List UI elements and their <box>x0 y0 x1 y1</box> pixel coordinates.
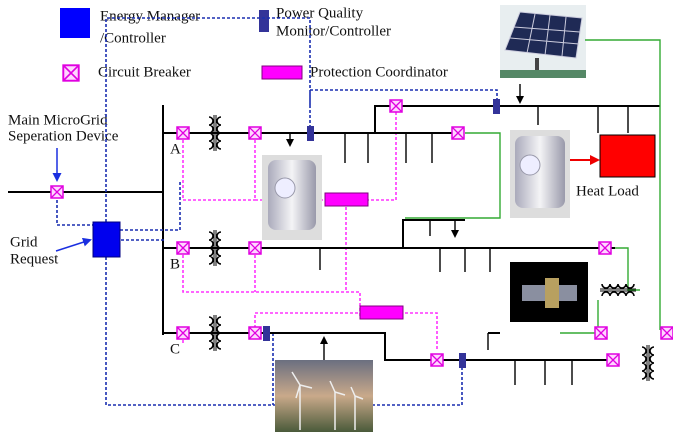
diagram-shape <box>275 178 295 198</box>
microturbine <box>510 130 570 218</box>
breaker-icon <box>63 65 78 80</box>
pointer-arrow <box>56 240 90 251</box>
diagram-shape <box>177 242 189 254</box>
annotation: Main MicroGrid <box>8 112 108 128</box>
diagram-shape <box>263 326 270 341</box>
energy-manager-icon <box>60 8 90 38</box>
microturbine <box>262 155 322 240</box>
microgrid-diagram: Energy Manager /Controller Power Quality… <box>0 0 673 436</box>
diagram-shape <box>520 155 540 175</box>
diagram-shape <box>493 99 500 114</box>
diagram-shape <box>177 127 189 139</box>
diagram-shape <box>307 126 314 141</box>
legend-label: /Controller <box>100 30 166 46</box>
diagram-shape <box>545 278 559 308</box>
heat-load-label: Heat Load <box>576 183 639 199</box>
diagram-shape <box>249 242 261 254</box>
tie-line <box>405 133 500 218</box>
annotation: Seperation Device <box>8 128 119 144</box>
legend-label: Energy Manager <box>100 8 200 24</box>
diagram-shape <box>390 100 402 112</box>
diagram-shape <box>459 353 466 368</box>
legend-label: Power Quality <box>276 5 364 21</box>
solar-panel <box>500 5 586 78</box>
protection-coordinator <box>325 193 368 206</box>
diagram-shape <box>431 354 443 366</box>
feeder-b <box>163 220 615 248</box>
diagram-shape <box>177 327 189 339</box>
energy-storage <box>510 262 588 322</box>
diagram-shape <box>452 127 464 139</box>
annotation: Request <box>10 251 59 267</box>
legend-label: Circuit Breaker <box>98 64 191 80</box>
wind-farm <box>275 360 373 432</box>
feeder-label: A <box>170 141 181 157</box>
feeder-c <box>163 333 615 360</box>
diagram-shape <box>661 327 673 339</box>
feeder-label: C <box>170 341 180 357</box>
diagram-shape <box>249 327 261 339</box>
pqm-icon <box>259 10 269 32</box>
diagram-shape <box>595 327 607 339</box>
feeder-a <box>163 106 660 133</box>
feeder-label: B <box>170 256 180 272</box>
protection-coordinator <box>360 306 403 319</box>
diagram-shape <box>599 242 611 254</box>
coordinator-icon <box>262 66 302 79</box>
transformer <box>642 345 654 381</box>
legend-label: Monitor/Controller <box>276 23 391 39</box>
legend-label: Protection Coordinator <box>310 64 448 80</box>
breakers <box>51 100 673 366</box>
diagram-shape <box>249 127 261 139</box>
diagram-shape <box>500 70 586 78</box>
heat-load <box>600 135 655 177</box>
diagram-shape <box>607 354 619 366</box>
diagram-shape <box>275 360 373 432</box>
energy-manager <box>93 222 120 257</box>
annotation: Grid <box>10 234 38 250</box>
diagram-shape <box>51 186 63 198</box>
